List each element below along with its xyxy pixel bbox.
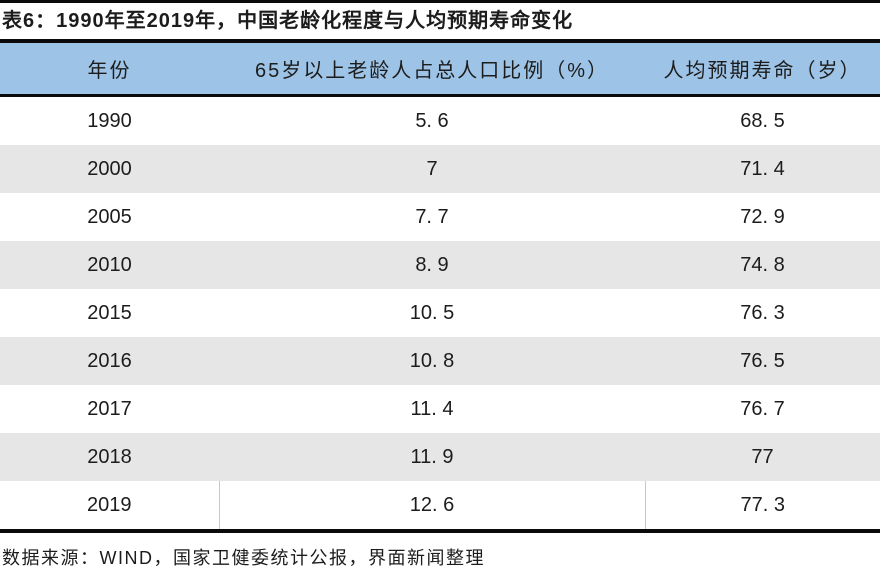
header-row: 年份 65岁以上老龄人占总人口比例（%） 人均预期寿命（岁） xyxy=(0,43,880,97)
year-cell: 2019 xyxy=(0,481,219,533)
table-title: 表6：1990年至2019年，中国老龄化程度与人均预期寿命变化 xyxy=(0,3,880,43)
table-row: 2017 11. 4 76. 7 xyxy=(0,385,880,433)
life-expectancy-cell: 74. 8 xyxy=(645,241,880,289)
year-cell: 2005 xyxy=(87,205,132,228)
column-header-life-expectancy: 人均预期寿命（岁） xyxy=(645,43,880,97)
aging-ratio-cell: 7 xyxy=(219,145,645,193)
table-row: 1990 5. 6 68. 5 xyxy=(0,96,880,146)
life-expectancy-cell: 72. 9 xyxy=(740,205,785,228)
aging-ratio-cell: 11. 9 xyxy=(219,433,645,481)
year-cell: 2015 xyxy=(87,301,132,324)
aging-ratio-cell: 8. 9 xyxy=(219,241,645,289)
table-row: 2015 10. 5 76. 3 xyxy=(0,289,880,337)
table-row: 2016 10. 8 76. 5 xyxy=(0,337,880,385)
aging-ratio-cell: 7. 7 xyxy=(415,205,449,228)
life-expectancy-cell: 76. 5 xyxy=(645,337,880,385)
life-expectancy-cell: 77. 3 xyxy=(645,481,880,533)
life-expectancy-cell: 77 xyxy=(645,433,880,481)
year-cell: 2017 xyxy=(87,397,132,420)
table-row: 2019 12. 6 77. 3 xyxy=(0,481,880,533)
table-body: 1990 5. 6 68. 5 2000 7 71. 4 2005 7. 7 7… xyxy=(0,96,880,533)
data-source-note: 数据来源：WIND，国家卫健委统计公报，界面新闻整理 xyxy=(2,548,485,568)
table-row: 2005 7. 7 72. 9 xyxy=(0,193,880,241)
column-header-year: 年份 xyxy=(0,43,219,97)
aging-ratio-cell: 10. 5 xyxy=(409,301,455,324)
table-row: 2000 7 71. 4 xyxy=(0,145,880,193)
aging-ratio-cell: 12. 6 xyxy=(218,481,646,533)
table-row: 2010 8. 9 74. 8 xyxy=(0,241,880,289)
column-header-aging-ratio: 65岁以上老龄人占总人口比例（%） xyxy=(219,43,645,97)
life-expectancy-cell: 76. 3 xyxy=(740,301,785,324)
table-header: 年份 65岁以上老龄人占总人口比例（%） 人均预期寿命（岁） xyxy=(0,43,880,97)
aging-ratio-cell: 11. 4 xyxy=(410,397,454,420)
year-cell: 2000 xyxy=(0,145,219,193)
life-expectancy-cell: 71. 4 xyxy=(645,145,880,193)
year-cell: 1990 xyxy=(87,109,132,132)
aging-ratio-cell: 10. 8 xyxy=(219,337,645,385)
year-cell: 2010 xyxy=(0,241,219,289)
year-cell: 2018 xyxy=(0,433,219,481)
aging-life-expectancy-table: 年份 65岁以上老龄人占总人口比例（%） 人均预期寿命（岁） 1990 5. 6… xyxy=(0,43,880,533)
life-expectancy-cell: 68. 5 xyxy=(740,109,785,132)
aging-ratio-cell: 5. 6 xyxy=(415,109,449,132)
year-cell: 2016 xyxy=(0,337,219,385)
life-expectancy-cell: 76. 7 xyxy=(740,397,785,420)
table-row: 2018 11. 9 77 xyxy=(0,433,880,481)
